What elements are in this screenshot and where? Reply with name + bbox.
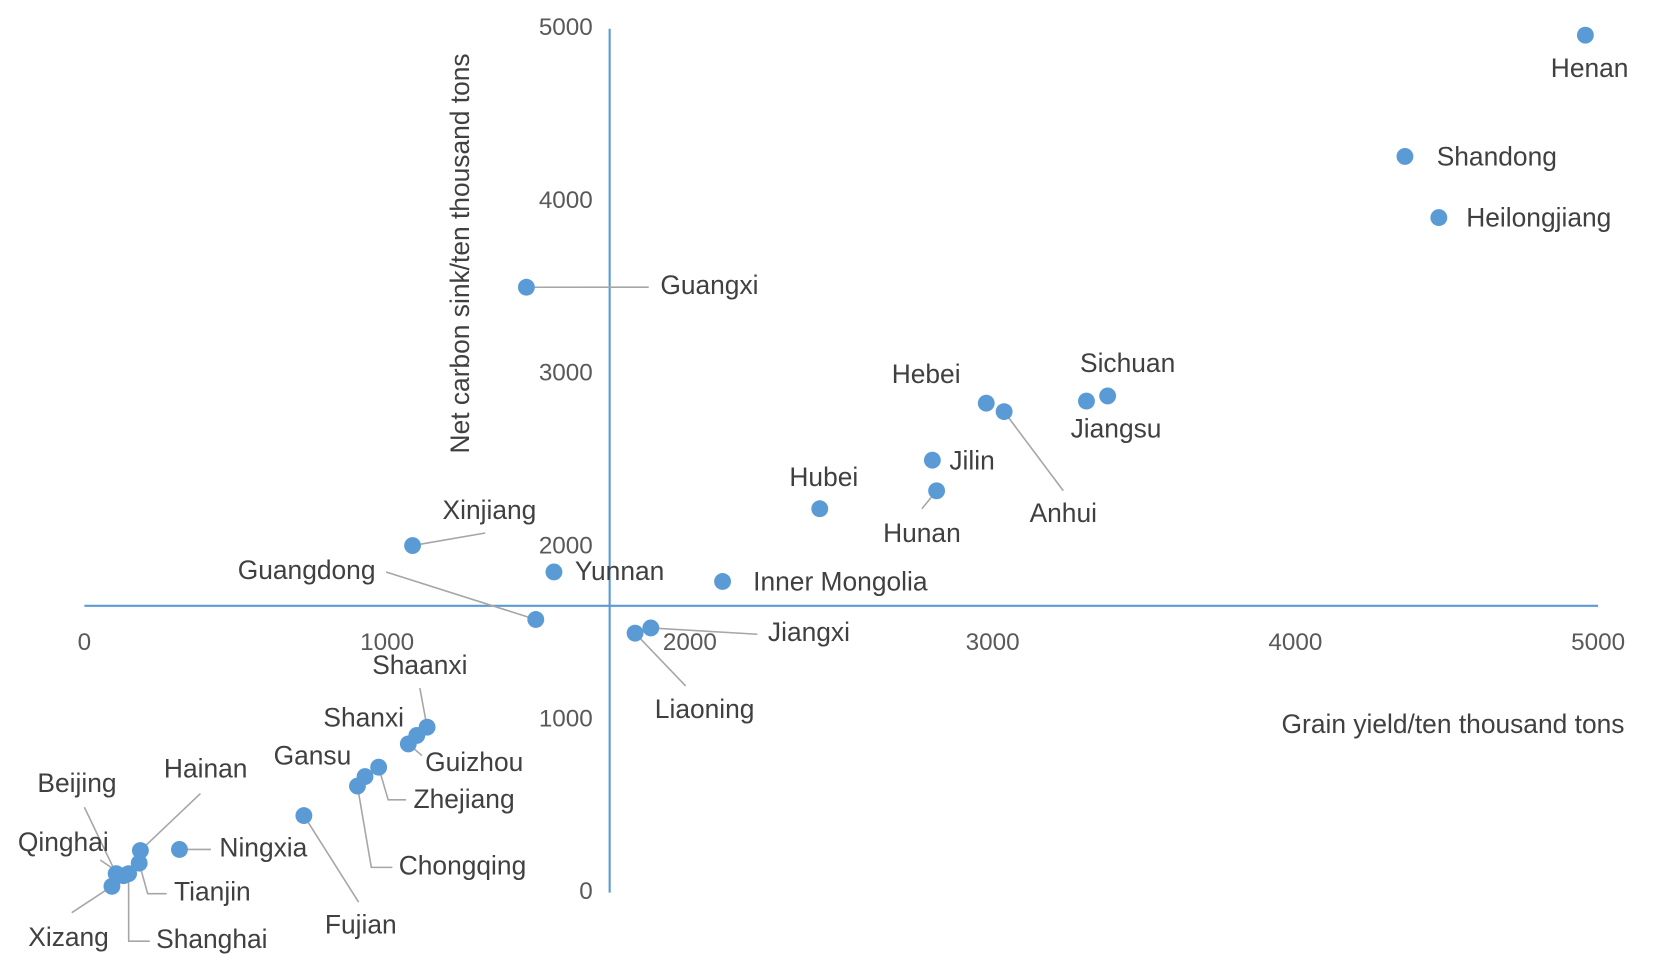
point-label: Shaanxi [372, 650, 467, 680]
point [714, 573, 732, 590]
point [115, 867, 132, 885]
point-label: Henan [1551, 53, 1629, 83]
leader-line [356, 785, 393, 869]
point [370, 758, 388, 776]
point [811, 500, 829, 518]
point-label: Liaoning [655, 694, 755, 724]
point-label: Xizang [28, 922, 109, 952]
point [1396, 147, 1414, 165]
point [626, 624, 644, 642]
point-label: Qinghai [18, 827, 109, 857]
leader-line [650, 627, 758, 636]
point-label: Guangxi [660, 270, 758, 300]
point-label: Shanxi [323, 703, 404, 733]
point [1099, 387, 1117, 405]
point-label: Hubei [789, 462, 858, 492]
point-label: Ningxia [219, 832, 307, 862]
point-label: Guangdong [238, 555, 376, 585]
leader-line [138, 862, 167, 895]
leader-line [634, 632, 687, 687]
point-label: Gansu [274, 741, 352, 771]
point-label: Chongqing [399, 850, 527, 880]
point [977, 394, 995, 412]
leader-line [412, 532, 486, 547]
point-label: Hainan [164, 753, 248, 783]
point [399, 735, 417, 753]
point-label: Beijing [37, 768, 116, 798]
point [130, 854, 148, 872]
point-label: Heilongjiang [1466, 203, 1611, 233]
point [642, 619, 660, 637]
point-label: Shanghai [156, 924, 267, 954]
x-tick-label: 5000 [1571, 629, 1625, 656]
point-label: Sichuan [1080, 348, 1175, 378]
leader-line [1003, 411, 1064, 492]
point [928, 482, 946, 500]
y-axis-title: Net carbon sink/ten thousand tons [445, 53, 475, 453]
point [527, 611, 545, 628]
leader-line [303, 815, 360, 903]
point [404, 537, 421, 554]
leader-line [83, 806, 117, 875]
point-label: Shandong [1437, 141, 1557, 171]
x-tick-label: 2000 [663, 629, 717, 656]
point-label: Anhui [1030, 498, 1097, 528]
point [295, 807, 313, 825]
point [1430, 209, 1448, 227]
y-tick-label: 5000 [539, 14, 593, 41]
point-label: Zhejiang [414, 784, 515, 814]
point [995, 403, 1013, 421]
point-label: Hebei [892, 359, 961, 389]
point-label: Tianjin [174, 877, 251, 907]
point-label: Yunnan [575, 556, 664, 586]
y-tick-label: 2000 [539, 533, 593, 560]
point [545, 563, 563, 581]
point-label: Jiangsu [1071, 414, 1162, 444]
leader-line [377, 767, 407, 801]
point-label: Xinjiang [443, 495, 537, 525]
x-tick-label: 0 [78, 629, 92, 656]
leader-line [127, 873, 150, 942]
x-tick-label: 1000 [360, 629, 414, 656]
point-label: Fujian [325, 909, 397, 939]
point [1078, 392, 1095, 410]
point [171, 841, 188, 858]
point [517, 278, 535, 296]
y-tick-label: 0 [579, 878, 593, 905]
leader-line [139, 792, 201, 852]
point-label: Guizhou [425, 747, 523, 777]
y-tick-label: 1000 [539, 705, 593, 732]
x-axis-title: Grain yield/ten thousand tons [1282, 709, 1625, 739]
point [349, 777, 366, 795]
x-tick-label: 3000 [966, 629, 1020, 656]
point-label: Jilin [949, 445, 994, 475]
leader-line [385, 571, 537, 621]
point [1576, 26, 1594, 44]
y-tick-label: 4000 [539, 187, 593, 214]
point-label: Inner Mongolia [753, 567, 928, 597]
point-label: Jiangxi [768, 617, 850, 647]
y-tick-label: 3000 [539, 360, 593, 387]
point-label: Hunan [883, 518, 961, 548]
point [923, 451, 941, 469]
point [103, 877, 121, 895]
x-tick-label: 4000 [1268, 629, 1322, 656]
point [131, 842, 149, 859]
